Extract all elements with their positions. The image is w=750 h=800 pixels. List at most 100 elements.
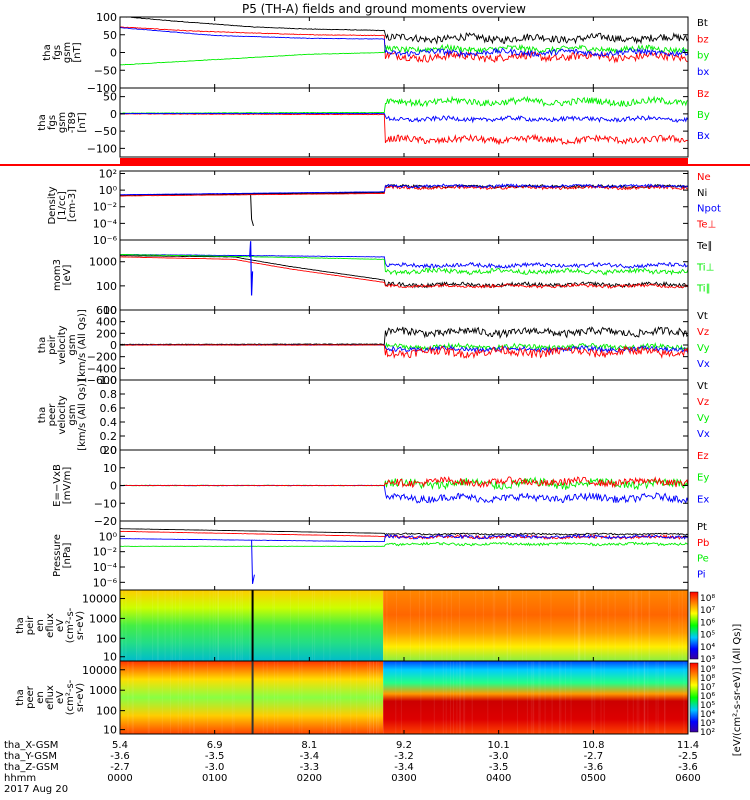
legend-fgs-t89-1: By <box>697 110 710 121</box>
y-tick-label: 100 <box>96 280 117 293</box>
y-axis-label-line: E=−VxB <box>52 464 63 507</box>
y-axis-label-line: en <box>35 691 46 704</box>
mode-bar <box>120 158 688 165</box>
y-tick-label: 10 <box>103 724 117 737</box>
x-tick-z_gsm: -3.6 <box>584 762 604 773</box>
x-tick-y_gsm: -3.6 <box>110 751 130 762</box>
y-axis-label-line: -T89 <box>67 112 78 134</box>
y-axis-label-line: sr-eV) <box>75 611 86 640</box>
legend-pressure-2: Pe <box>697 554 709 565</box>
y-tick-label: 10000 <box>82 593 117 606</box>
series-ion-velocity-0 <box>120 326 688 346</box>
y-axis-label: tha fgs gsm -T89 [nT] <box>37 112 88 134</box>
y-axis-label-line: peir <box>25 615 36 635</box>
panel-frame <box>119 379 689 451</box>
y-tick-label: 0.0 <box>100 444 118 457</box>
y-axis-label: tha fgs gsm [nT] <box>42 42 83 63</box>
y-tick-label: 200 <box>96 327 117 340</box>
y-tick-label: 10⁻⁴ <box>93 217 118 230</box>
y-axis-label-line: [nT] <box>72 42 83 62</box>
y-tick-label: −100 <box>87 142 117 155</box>
y-tick-label: 50 <box>103 29 117 42</box>
ion-spectrogram: 10000 1000 100 10 tha peir en eflux eV (cm²-s-sr-… <box>15 589 715 665</box>
y-tick-label: 0.6 <box>100 402 118 415</box>
x-tick-y_gsm: -3.2 <box>394 751 414 762</box>
spectrogram-gap <box>251 661 254 734</box>
legend-electron-velocity-3: Vx <box>697 429 710 440</box>
y-axis-label-line: tha <box>15 617 26 633</box>
y-axis-label-line: sr-eV) <box>75 683 86 712</box>
y-axis-label-line: mom3 <box>52 259 63 291</box>
x-tick-y_gsm: -2.5 <box>678 751 698 762</box>
legend-pressure-3: Pi <box>697 569 706 580</box>
y-tick-label: 1.0 <box>100 374 118 387</box>
legend-fgs-t89-2: Bx <box>697 131 710 142</box>
y-tick-label: 10² <box>99 167 117 180</box>
y-axis-label-line: tha <box>37 337 48 353</box>
y-tick-label: 0 <box>110 339 117 352</box>
y-axis-label-line: peer <box>25 685 36 709</box>
x-row-label: hhmm <box>4 773 36 784</box>
y-axis-label-line: en <box>35 619 46 632</box>
y-axis-label-line: (cm²-s- <box>65 607 76 643</box>
y-axis-label-line: gsm <box>67 334 78 355</box>
x-tick-z_gsm: -3.3 <box>300 762 320 773</box>
x-tick-x_gsm: 10.1 <box>488 740 510 751</box>
x-row-label: tha_X-GSM <box>4 740 58 751</box>
series-temperature-2 <box>120 256 688 289</box>
y-axis-label-line: eV <box>55 691 66 704</box>
x-tick-hhmm: 0100 <box>202 773 227 784</box>
y-tick-label: 0.4 <box>100 416 118 429</box>
legend-efield-2: Ex <box>697 494 709 505</box>
panel-temperature: 1000 100 10 mom3 [eV] Te∥ Ti⊥ Ti∥ <box>52 239 714 317</box>
y-axis-label-line: tha <box>37 407 48 423</box>
y-tick-label: −200 <box>87 351 117 364</box>
legend-ion-velocity-0: Vt <box>697 311 708 322</box>
y-axis-label: Density [1/cc] [cm-3] <box>47 186 78 224</box>
y-tick-label: −20 <box>94 515 117 528</box>
colorbar-tick: 10⁸ <box>700 674 715 684</box>
y-axis-label-line: [cm-3] <box>67 189 78 222</box>
y-axis-label-line: [nT] <box>77 112 88 132</box>
legend-density-1: Ni <box>697 188 707 199</box>
panel-frame <box>119 170 689 241</box>
y-tick-label: 10⁻⁴ <box>93 561 118 574</box>
y-tick-label: −600 <box>87 374 117 387</box>
y-tick-label: −400 <box>87 362 117 375</box>
colorbar-tick: 10⁷ <box>700 683 715 693</box>
x-tick-x_gsm: 11.4 <box>677 740 699 751</box>
y-axis-label: mom3 [eV] <box>52 259 73 291</box>
y-tick-label: 0.8 <box>100 388 118 401</box>
x-tick-z_gsm: -3.4 <box>394 762 414 773</box>
x-tick-z_gsm: -3.5 <box>489 762 509 773</box>
density-dropout <box>250 195 254 227</box>
pressure-spike <box>251 540 255 584</box>
x-tick-y_gsm: -3.5 <box>205 751 225 762</box>
y-axis-label-line: velocity <box>57 325 68 364</box>
y-axis-label: tha peir en eflux eV (cm²-s-sr-eV) <box>15 607 86 643</box>
legend-pressure-0: Pt <box>697 522 707 533</box>
x-tick-z_gsm: -3.0 <box>205 762 225 773</box>
y-tick-label: −50 <box>94 125 117 138</box>
legend-density-3: Te⊥ <box>696 219 716 230</box>
colorbar-label: [eV/(cm²-s-sr-eV)] (All Qs)] <box>732 624 743 757</box>
legend-fgs-1: bz <box>697 34 709 45</box>
panel-frame <box>119 87 689 158</box>
legend-fgs-3: bx <box>697 67 709 78</box>
colorbar-tick: 10⁴ <box>700 643 715 653</box>
x-tick-x_gsm: 10.8 <box>582 740 604 751</box>
temperature-spike <box>249 241 254 296</box>
colorbar-tick: 10² <box>700 728 715 738</box>
x-tick-x_gsm: 6.9 <box>207 740 223 751</box>
y-axis-label-line: [km/s (All Qs)] <box>77 309 88 381</box>
x-tick-y_gsm: -3.4 <box>300 751 320 762</box>
legend-pressure-1: Pb <box>697 538 709 549</box>
y-tick-label: 10000 <box>82 664 117 677</box>
series-pressure-3 <box>120 541 688 547</box>
series-density-1 <box>120 184 688 197</box>
x-tick-hhmm: 0500 <box>581 773 606 784</box>
legend-density-0: Ne <box>697 172 711 183</box>
